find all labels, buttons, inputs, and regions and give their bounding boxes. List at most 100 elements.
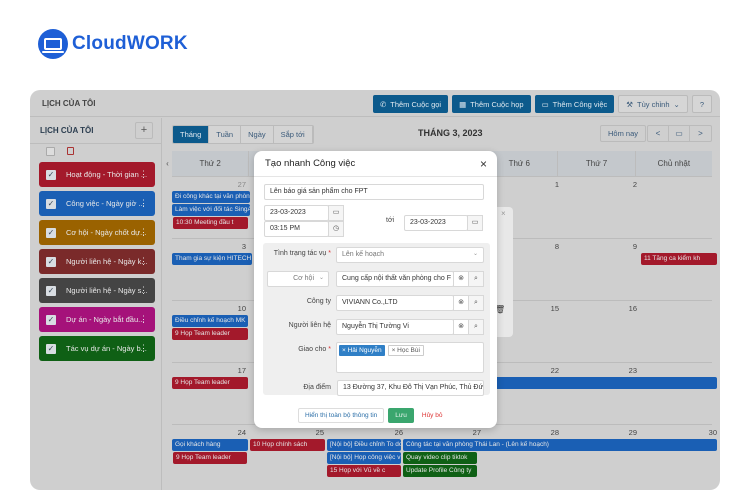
calendar-event[interactable]: [Nội bộ] Điều chỉnh To do	[327, 439, 401, 451]
modal-title: Tạo nhanh Công việc	[265, 158, 356, 169]
chevron-down-icon: ⌄	[673, 99, 680, 109]
company-label: Công ty	[306, 298, 331, 305]
calendar-event[interactable]: Điều chỉnh kế hoạch MK	[172, 315, 248, 327]
company-input[interactable]: VIVIANN Co.,LTD	[336, 295, 454, 311]
chevron-left-icon[interactable]: ‹	[166, 159, 169, 168]
next-month-button[interactable]: >	[698, 129, 703, 138]
sidebar-item-project[interactable]: ✓ Dự án - Ngày bắt đầu... ⋮	[39, 307, 155, 332]
checkbox[interactable]: ✓	[46, 343, 56, 354]
trash-icon[interactable]: 🗑	[495, 305, 506, 314]
clock-icon[interactable]: ◷	[328, 221, 344, 237]
day-header: Thứ 2	[172, 151, 250, 176]
calendar-event[interactable]: 9 Họp Team leader	[172, 328, 248, 340]
calendar-event[interactable]: 9 Họp Team leader	[172, 377, 248, 389]
more-icon[interactable]: ⋮	[139, 227, 148, 237]
calendar-event[interactable]: 15 Họp với Vũ về c	[327, 465, 401, 477]
sidebar-item-activity[interactable]: ✓ Hoạt động - Thời gian ... ⋮	[39, 162, 155, 187]
contact-input[interactable]: Nguyễn Thị Tường Vi	[336, 319, 454, 335]
assignee-tag[interactable]: × Hải Nguyễn	[339, 345, 385, 356]
more-icon[interactable]: ⋮	[139, 314, 148, 324]
calendar-event[interactable]: Công tác tại văn phòng Thái Lan - (Lên k…	[403, 439, 717, 451]
more-icon[interactable]: ⋮	[139, 343, 148, 353]
search-icon[interactable]: ⌕	[468, 319, 484, 335]
add-calendar-button[interactable]: +	[135, 122, 153, 139]
tab-upcoming[interactable]: Sắp tới	[273, 126, 313, 143]
task-name-input[interactable]: Lên báo giá sản phẩm cho FPT	[264, 184, 484, 200]
customize-button[interactable]: ⚒ Tùy chỉnh ⌄	[618, 95, 688, 113]
tab-day[interactable]: Ngày	[241, 126, 274, 143]
add-task-button[interactable]: ▭ Thêm Công việc	[534, 95, 615, 113]
sidebar-item-contact-2[interactable]: ✓ Người liên hệ - Ngày s... ⋮	[39, 278, 155, 303]
week-row: 24 25 26 27 28 29 30 Gọi khách hàng 9 Họ…	[172, 424, 717, 490]
checkbox[interactable]: ✓	[46, 198, 56, 209]
checkbox[interactable]: ✓	[46, 169, 56, 180]
search-icon[interactable]: ⌕	[468, 271, 484, 287]
close-icon[interactable]: ×	[479, 157, 487, 171]
end-date-input[interactable]: 23-03-2023	[404, 215, 468, 231]
chevron-down-icon: ⌄	[473, 251, 479, 257]
cancel-button[interactable]: Hủy bỏ	[421, 412, 443, 419]
more-icon[interactable]: ⋮	[139, 169, 148, 179]
calendar-event[interactable]: Quay video clip tiktok	[403, 452, 477, 464]
checkbox[interactable]: ✓	[46, 256, 56, 267]
related-type-select[interactable]: Cơ hội	[267, 271, 329, 287]
more-icon[interactable]: ⋮	[139, 256, 148, 266]
show-all-button[interactable]: Hiển thị toàn bộ thông tin	[298, 408, 385, 423]
calendar-event[interactable]: Gọi khách hàng	[172, 439, 248, 451]
tab-week[interactable]: Tuần	[209, 126, 242, 143]
calendar-icon[interactable]: ▭	[467, 215, 483, 231]
select-all-checkbox[interactable]	[46, 146, 55, 156]
close-icon[interactable]: ×	[501, 209, 506, 218]
calendar-event[interactable]: 9 Họp Team leader	[173, 452, 247, 464]
location-input[interactable]: 13 Đường 37, Khu Đô Thị Vạn Phúc, Thủ Đứ	[337, 380, 484, 396]
view-switcher: Tháng Tuần Ngày Sắp tới	[172, 125, 314, 144]
prev-month-button[interactable]: <	[648, 126, 669, 141]
calendar-event[interactable]: 10:30 Meeting đầu t	[173, 217, 248, 229]
calendar-event[interactable]: 10 Họp chính sách	[250, 439, 325, 451]
phone-icon: ✆	[379, 99, 387, 109]
more-icon[interactable]: ⋮	[139, 198, 148, 208]
sidebar-item-project-task[interactable]: ✓ Tác vụ dự án - Ngày b... ⋮	[39, 336, 155, 361]
tab-month[interactable]: Tháng	[173, 126, 210, 143]
sidebar-item-contact-1[interactable]: ✓ Người liên hệ - Ngày k... ⋮	[39, 249, 155, 274]
status-label: Tình trạng tác vụ *	[273, 250, 331, 257]
add-call-button[interactable]: ✆ Thêm Cuộc gọi	[372, 95, 449, 113]
status-select[interactable]: Lên kế hoạch	[336, 247, 484, 263]
calendar-event[interactable]: Làm việc với đối tác SingAT	[172, 204, 250, 216]
sidebar-item-task[interactable]: ✓ Công việc - Ngày giờ ... ⋮	[39, 191, 155, 216]
meeting-icon: ▦	[459, 99, 467, 109]
day-header: Thứ 6	[481, 151, 559, 176]
save-button[interactable]: Lưu	[388, 408, 414, 423]
more-icon[interactable]: ⋮	[139, 285, 148, 295]
checkbox[interactable]: ✓	[46, 285, 56, 296]
sidebar-item-opportunity[interactable]: ✓ Cơ hội - Ngày chốt dự... ⋮	[39, 220, 155, 245]
related-input[interactable]: Cung cấp nội thất văn phòng cho F	[336, 271, 454, 287]
calendar-event[interactable]: [Nội bộ] Họp công việc v	[327, 452, 401, 464]
checkbox[interactable]: ✓	[46, 227, 56, 238]
contact-label: Người liên hệ	[288, 322, 331, 329]
calendar-icon: ▭	[541, 99, 549, 109]
calendar-icon[interactable]: ▭	[328, 205, 344, 221]
calendar-event[interactable]: Đi công khác tại văn phòng	[172, 191, 250, 203]
calendar-picker-icon[interactable]: ▭	[669, 126, 690, 141]
clear-icon[interactable]: ⊗	[453, 271, 469, 287]
calendar-event[interactable]: 11 Tăng ca kiểm kh	[641, 253, 717, 265]
checkbox[interactable]: ✓	[46, 314, 56, 325]
day-header: Chủ nhật	[657, 159, 691, 168]
add-meeting-button[interactable]: ▦ Thêm Cuộc họp	[452, 95, 531, 113]
sidebar-title: LỊCH CỦA TÔI	[40, 126, 94, 135]
search-icon[interactable]: ⌕	[468, 295, 484, 311]
assignee-tag[interactable]: × Học Bùi	[387, 345, 424, 356]
laptop-icon	[38, 29, 68, 59]
page-title: LỊCH CỦA TÔI	[42, 98, 96, 108]
trash-icon[interactable]	[67, 147, 74, 155]
clear-icon[interactable]: ⊗	[453, 295, 469, 311]
assignee-input[interactable]: × Hải Nguyễn × Học Bùi	[336, 342, 484, 373]
start-date-input[interactable]: 23-03-2023	[264, 205, 329, 221]
calendar-event[interactable]: Update Profile Công ty	[403, 465, 477, 477]
calendar-event[interactable]: Tham gia sự kiện HITECH	[172, 253, 252, 265]
today-button[interactable]: Hôm nay	[599, 125, 646, 142]
help-button[interactable]: ?	[691, 95, 712, 113]
start-time-input[interactable]: 03:15 PM	[264, 221, 329, 237]
clear-icon[interactable]: ⊗	[453, 319, 469, 335]
